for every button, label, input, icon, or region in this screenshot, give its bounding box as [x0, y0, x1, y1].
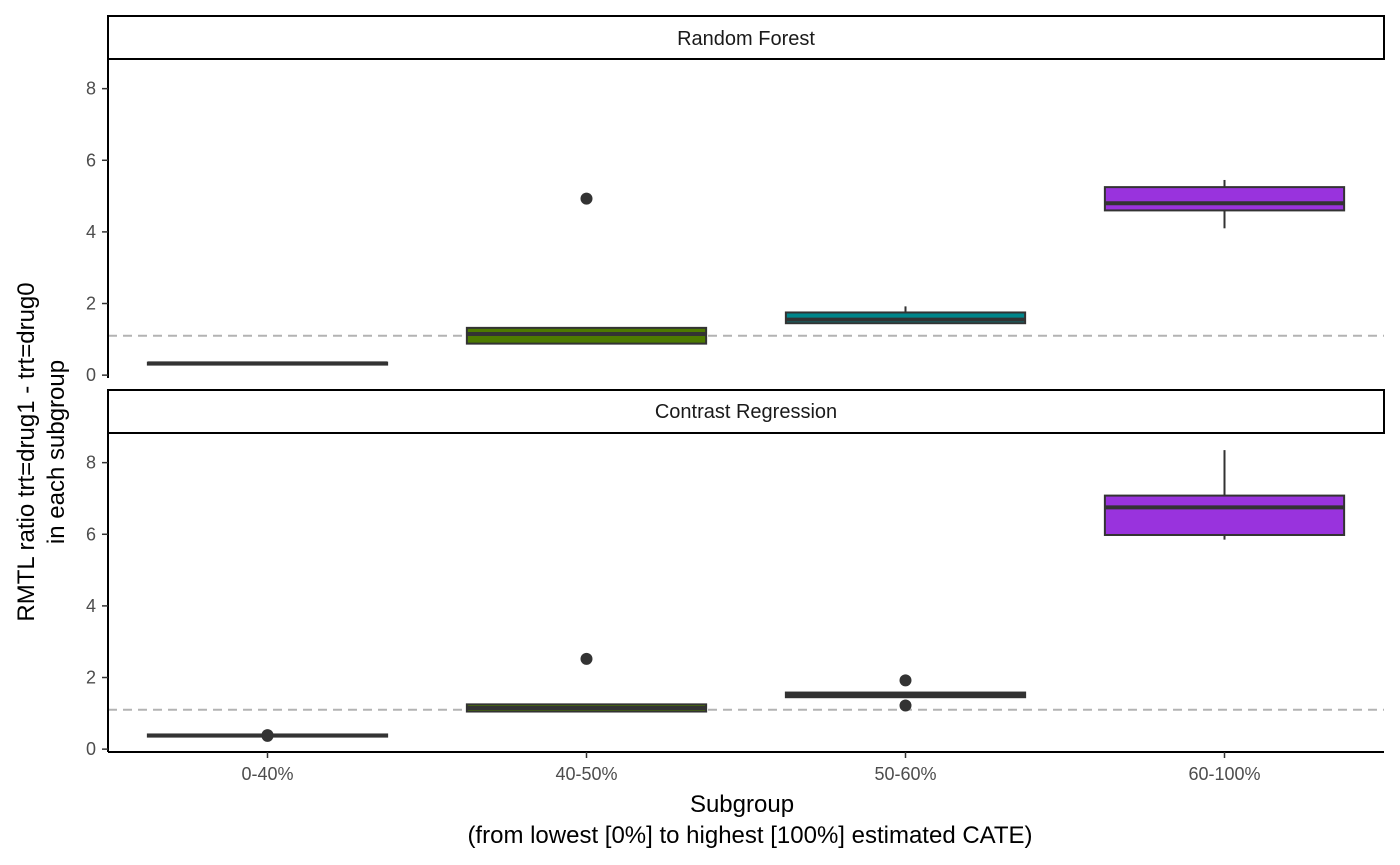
y-tick-label: 0 — [86, 365, 96, 385]
x-tick-label: 40-50% — [555, 764, 617, 784]
x-axis-subtitle: (from lowest [0%] to highest [100%] esti… — [467, 822, 1032, 849]
y-tick-label: 2 — [86, 294, 96, 314]
y-tick-label: 2 — [86, 668, 96, 688]
panel-plot-random-forest — [108, 179, 1384, 366]
box-contrast-regression-60-100 — [1103, 450, 1346, 540]
box-contrast-regression-0-40 — [146, 729, 389, 742]
box-contrast-regression-40-50 — [465, 652, 708, 713]
y-tick-label: 0 — [86, 739, 96, 759]
box-random-forest-40-50 — [465, 192, 708, 345]
y-tick-label: 6 — [86, 150, 96, 170]
outlier-point — [899, 674, 912, 687]
panel-strip-contrast-regression — [107, 389, 1385, 434]
x-tick-label: 60-100% — [1188, 764, 1260, 784]
x-tick-label: 50-60% — [874, 764, 936, 784]
box-random-forest-50-60 — [784, 306, 1027, 325]
box-body — [1103, 186, 1346, 212]
panel-title-random-forest: Random Forest — [677, 28, 815, 50]
outlier-point — [899, 699, 912, 712]
outlier-point — [261, 729, 274, 742]
y-axis-subtitle: in each subgroup — [43, 360, 70, 544]
y-tick-label: 4 — [86, 596, 96, 616]
outlier-point — [580, 192, 593, 205]
y-axis-title: RMTL ratio trt=drug1 - trt=drug0 — [13, 282, 40, 621]
box-random-forest-60-100 — [1103, 179, 1346, 229]
x-axis: 0-40% 40-50% 50-60% 60-100% — [108, 751, 1384, 784]
panel-plot-contrast-regression — [108, 450, 1384, 742]
y-axis-random-forest: 0 2 4 6 8 — [86, 60, 109, 385]
y-tick-label: 6 — [86, 524, 96, 544]
panel-strip-random-forest — [107, 15, 1385, 60]
y-tick-label: 8 — [86, 453, 96, 473]
x-axis-title: Subgroup — [690, 791, 794, 818]
panel-contrast-regression: Contrast Regression 0 2 4 6 8 — [86, 389, 1385, 759]
panel-title-contrast-regression: Contrast Regression — [655, 401, 837, 423]
y-tick-label: 4 — [86, 222, 96, 242]
outlier-point — [580, 652, 593, 665]
panel-random-forest: Random Forest 0 2 4 6 8 — [86, 15, 1385, 385]
box-body — [1103, 494, 1346, 536]
x-tick-label: 0-40% — [241, 764, 293, 784]
y-tick-label: 8 — [86, 79, 96, 99]
box-contrast-regression-50-60 — [784, 674, 1027, 712]
y-axis-contrast-regression: 0 2 4 6 8 — [86, 434, 109, 759]
box-random-forest-0-40 — [146, 361, 389, 366]
